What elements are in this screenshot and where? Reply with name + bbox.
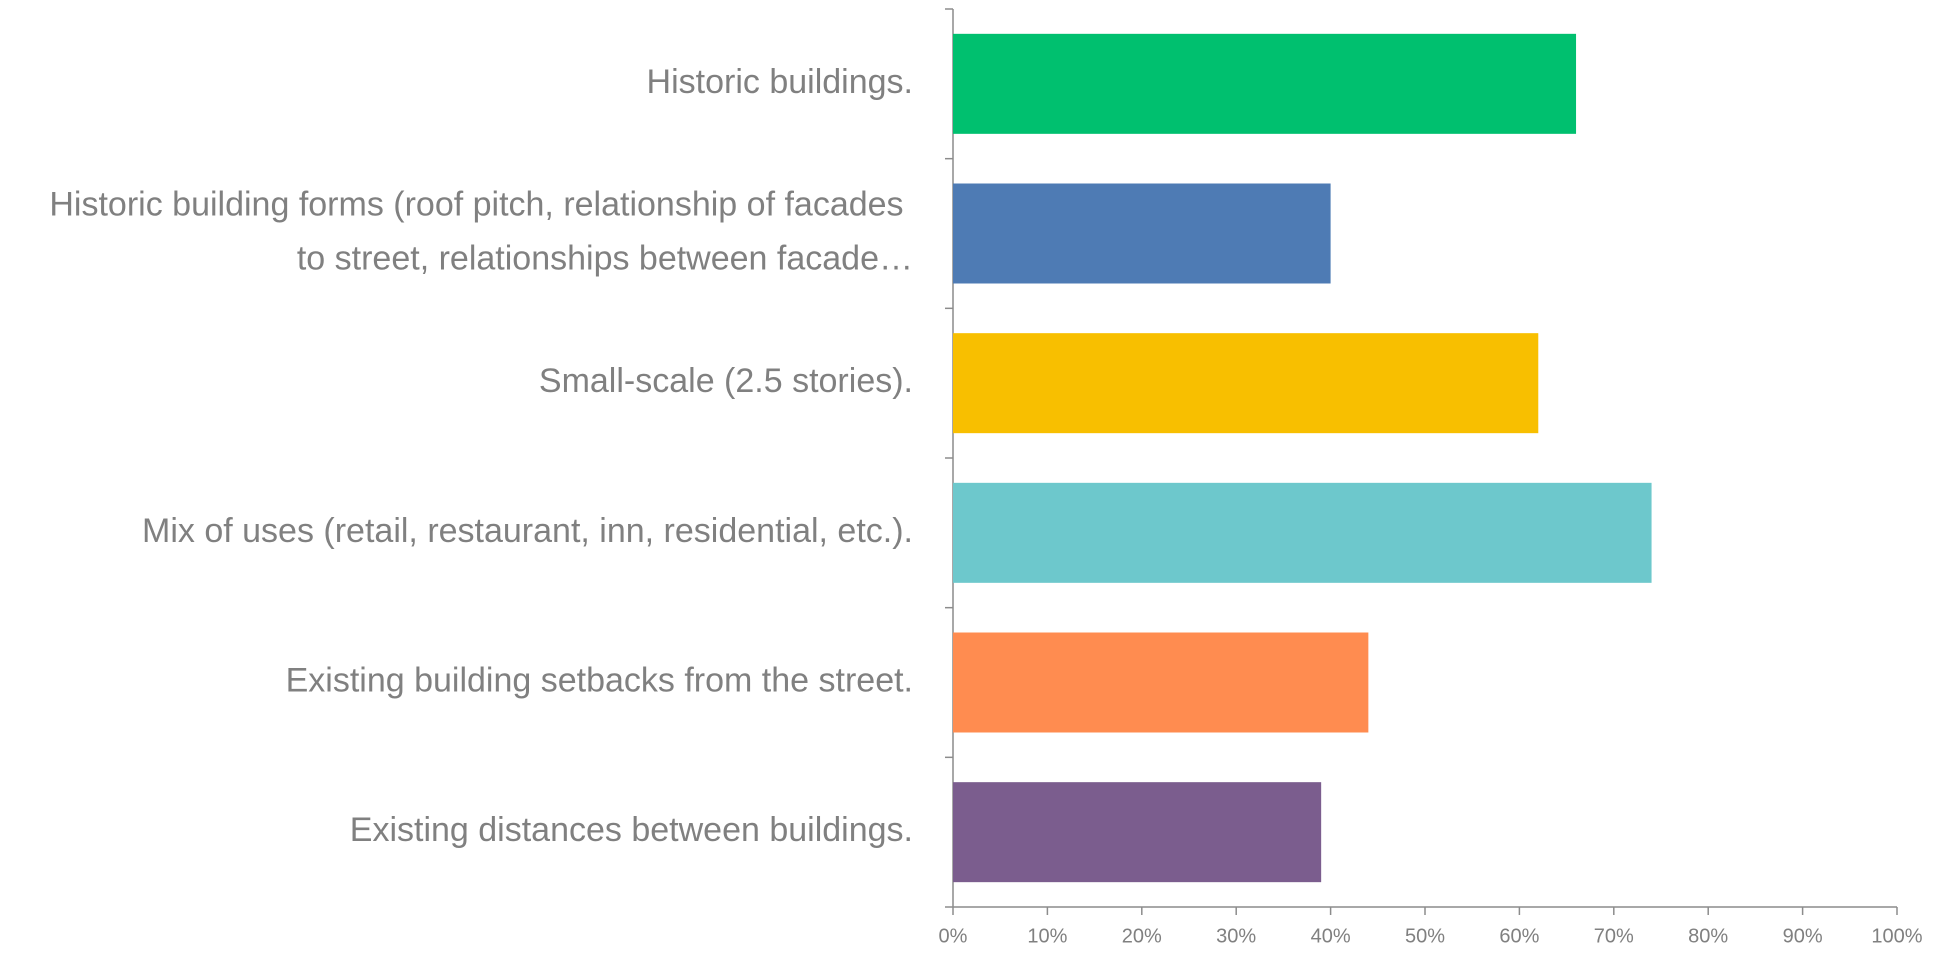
- bar: [953, 782, 1322, 883]
- bar: [953, 632, 1369, 733]
- bar: [953, 482, 1652, 583]
- x-tick-label: 30%: [1216, 925, 1256, 947]
- x-tick-label: 80%: [1688, 925, 1728, 947]
- x-tick-label: 10%: [1027, 925, 1067, 947]
- y-tick-label: Small-scale (2.5 stories).: [539, 362, 913, 400]
- bar: [953, 183, 1331, 284]
- x-tick-label: 70%: [1594, 925, 1634, 947]
- x-tick-label: 90%: [1783, 925, 1823, 947]
- y-tick-label: Mix of uses (retail, restaurant, inn, re…: [142, 512, 913, 550]
- bar: [953, 33, 1577, 134]
- x-tick-label: 0%: [939, 925, 968, 947]
- x-tick-label: 60%: [1499, 925, 1539, 947]
- y-tick-label: Historic building forms (roof pitch, rel…: [49, 185, 913, 277]
- y-tick-label: Historic buildings.: [647, 63, 913, 101]
- bar: [953, 333, 1539, 434]
- x-tick-label: 40%: [1311, 925, 1351, 947]
- x-tick-label: 50%: [1405, 925, 1445, 947]
- y-tick-label: Existing building setbacks from the stre…: [286, 661, 913, 699]
- x-tick-label: 100%: [1871, 925, 1922, 947]
- y-tick-label: Existing distances between buildings.: [350, 811, 913, 849]
- x-tick-label: 20%: [1122, 925, 1162, 947]
